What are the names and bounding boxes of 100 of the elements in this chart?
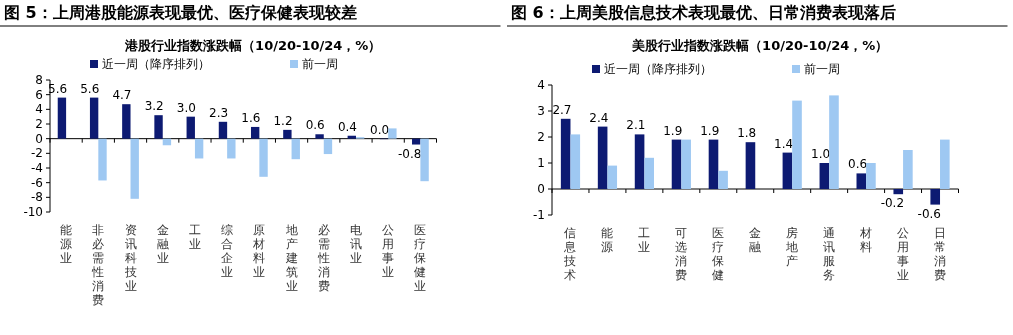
x-tick-label: 非必需性消费 (91, 223, 105, 307)
y-tick-label: 2 (536, 130, 545, 144)
data-label: -0.2 (880, 196, 904, 211)
y-tick-label: 8 (35, 73, 43, 87)
bar (347, 135, 356, 139)
y-tick-label: 6 (35, 87, 43, 102)
data-label: 0.0 (370, 122, 390, 137)
data-label: 1.4 (773, 136, 793, 151)
bar (634, 134, 644, 189)
x-tick-label: 原材料业 (252, 223, 266, 279)
legend-label: 前一周 (803, 62, 840, 76)
y-tick-label: -6 (31, 175, 43, 190)
y-tick-label: 4 (35, 102, 43, 117)
x-tick-label: 综合企业 (221, 223, 234, 279)
bar (856, 173, 866, 189)
bar (283, 129, 292, 139)
bar (122, 104, 131, 139)
x-tick-label: 公用事业 (896, 226, 909, 282)
y-tick-label: -8 (31, 190, 43, 205)
y-tick-label: 0 (35, 131, 43, 146)
x-tick-label: 金融业 (156, 223, 169, 265)
x-tick-label: 金融 (748, 226, 761, 254)
bar (606, 165, 617, 189)
data-label: 1.8 (736, 126, 756, 141)
data-label: 1.6 (241, 110, 261, 125)
y-tick-label: 2 (35, 117, 43, 131)
bar (98, 138, 107, 181)
bar (782, 152, 792, 189)
y-tick-label: 1 (536, 156, 545, 170)
bar (892, 189, 903, 195)
bar (929, 189, 940, 205)
legend-label: 近一周（降序排列） (603, 62, 712, 76)
y-tick-label: 3 (536, 104, 545, 118)
data-label: 2.3 (209, 105, 229, 120)
bar (939, 139, 950, 189)
data-label: -0.8 (397, 146, 422, 161)
bar (218, 121, 228, 139)
x-tick-label: 信息技术 (562, 226, 576, 282)
bar (828, 95, 839, 189)
data-label: 0.6 (305, 118, 325, 133)
data-label: 2.1 (625, 118, 645, 133)
x-tick-label: 工业 (637, 226, 650, 254)
bar (708, 139, 718, 189)
chart-title: 图 5：上周港股能源表现最优、医疗保健表现较差 (4, 3, 357, 22)
data-label: 1.9 (699, 123, 719, 138)
x-tick-label: 公用事业 (382, 223, 395, 279)
bar (323, 138, 333, 155)
data-label: 1.9 (662, 123, 682, 138)
x-tick-label: 通讯服务 (822, 226, 835, 282)
bar (643, 157, 654, 189)
x-tick-label: 能源 (600, 226, 613, 254)
bar (259, 138, 268, 177)
bar (291, 138, 300, 160)
x-tick-label: 电讯业 (349, 223, 362, 265)
bar (194, 138, 204, 159)
bar (560, 118, 570, 189)
data-label: 3.2 (144, 99, 164, 114)
data-label: 1.0 (810, 147, 830, 161)
bar (717, 170, 728, 189)
bar (791, 100, 802, 189)
x-tick-label: 能源业 (60, 223, 73, 265)
data-label: 1.2 (273, 113, 293, 128)
data-label: 4.7 (112, 88, 132, 103)
legend-label: 前一周 (302, 57, 338, 71)
bar (569, 134, 580, 189)
x-tick-label: 工业 (188, 223, 201, 251)
bar (597, 126, 607, 189)
bar (671, 139, 681, 189)
data-label: 0.4 (337, 119, 357, 134)
bar (227, 138, 236, 159)
x-tick-label: 房地产 (784, 226, 798, 268)
data-label: 5.6 (80, 81, 100, 96)
bar (680, 139, 691, 189)
data-label: 5.6 (48, 81, 68, 96)
legend-label: 近一周（降序排列） (102, 57, 210, 71)
x-tick-label: 必需性消费 (316, 223, 330, 293)
bar (745, 142, 755, 189)
data-label: 0.6 (847, 157, 867, 172)
y-tick-label: -1 (532, 208, 545, 222)
y-tick-label: -2 (31, 146, 43, 161)
x-tick-label: 资讯科技业 (123, 223, 137, 293)
bar (130, 138, 139, 199)
x-tick-label: 日常消费 (933, 226, 946, 282)
data-label: 3.0 (176, 100, 196, 115)
bar (388, 128, 397, 139)
data-label: 2.7 (551, 102, 571, 117)
bar (819, 163, 829, 189)
bar (412, 138, 421, 145)
x-tick-label: 地产建筑业 (284, 223, 298, 293)
x-tick-label: 医疗保健 (711, 226, 724, 282)
bar (57, 97, 67, 139)
y-tick-label: 0 (536, 182, 545, 196)
chart-subtitle: 港股行业指数涨跌幅（10/20-10/24，%） (124, 38, 382, 53)
data-label: 2.4 (588, 110, 608, 125)
x-tick-label: 材料 (858, 226, 872, 254)
x-tick-label: 医疗保健业 (414, 223, 427, 293)
chart-subtitle: 美股行业指数涨跌幅（10/20-10/24，%） (630, 38, 888, 53)
bar (89, 97, 99, 139)
bar (154, 115, 163, 139)
bar (250, 126, 260, 139)
